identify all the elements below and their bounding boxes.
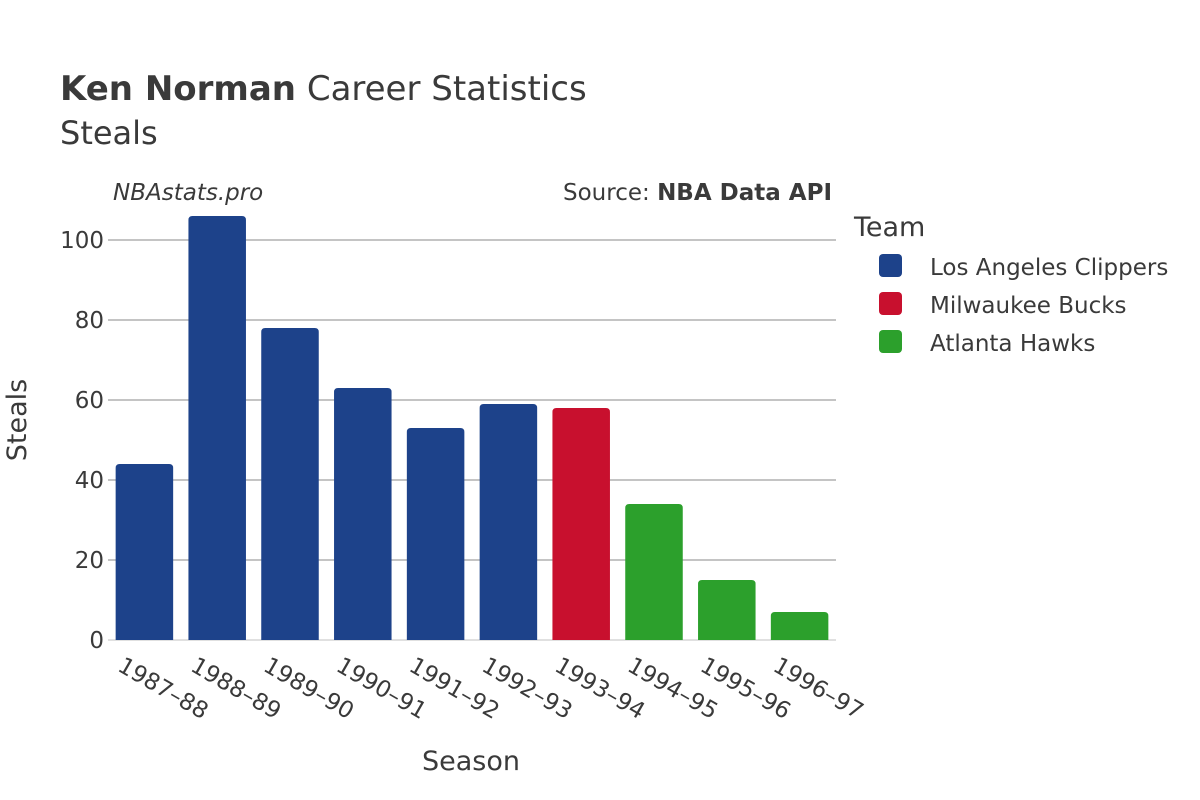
x-axis-title: Season	[422, 746, 520, 777]
legend-label: Milwaukee Bucks	[930, 293, 1127, 319]
bar	[479, 404, 538, 640]
legend-swatch	[879, 254, 902, 277]
y-tick-label: 80	[75, 308, 104, 334]
chart-title-player: Ken Norman	[60, 69, 296, 109]
y-axis-title: Steals	[2, 379, 33, 461]
y-tick-label: 60	[75, 388, 104, 414]
watermark-text: NBAstats.pro	[113, 180, 263, 206]
source-label: Source:	[563, 180, 657, 206]
bar	[334, 388, 392, 640]
bar	[115, 464, 174, 640]
legend-swatch	[879, 330, 902, 353]
legend-label: Los Angeles Clippers	[930, 255, 1168, 281]
y-tick-label: 100	[60, 228, 104, 254]
y-tick-label: 0	[89, 628, 104, 654]
chart-title-rest: Career Statistics	[296, 69, 587, 109]
source-text: Source: NBA Data API	[563, 180, 832, 206]
bar	[188, 216, 246, 640]
bar	[406, 428, 465, 640]
bar	[770, 612, 829, 640]
legend: Los Angeles Clippers Milwaukee Bucks Atlan…	[879, 254, 1168, 357]
chart-subtitle: Steals	[60, 114, 158, 152]
chart-title: Ken Norman Career Statistics	[60, 69, 587, 109]
bar	[698, 580, 756, 640]
bar	[261, 328, 319, 640]
legend-swatch	[879, 292, 902, 315]
y-tick-labels: 0 20 40 60 80 100	[60, 228, 104, 654]
x-tick-labels: 1987–881988–891989–901990–911991–921992–…	[113, 653, 867, 725]
bars	[115, 216, 829, 640]
legend-label: Atlanta Hawks	[930, 331, 1095, 357]
source-value: NBA Data API	[657, 180, 832, 206]
legend-title: Team	[853, 212, 925, 243]
bar	[625, 504, 683, 640]
y-tick-label: 20	[75, 548, 104, 574]
bar	[552, 408, 610, 640]
y-tick-label: 40	[75, 468, 104, 494]
